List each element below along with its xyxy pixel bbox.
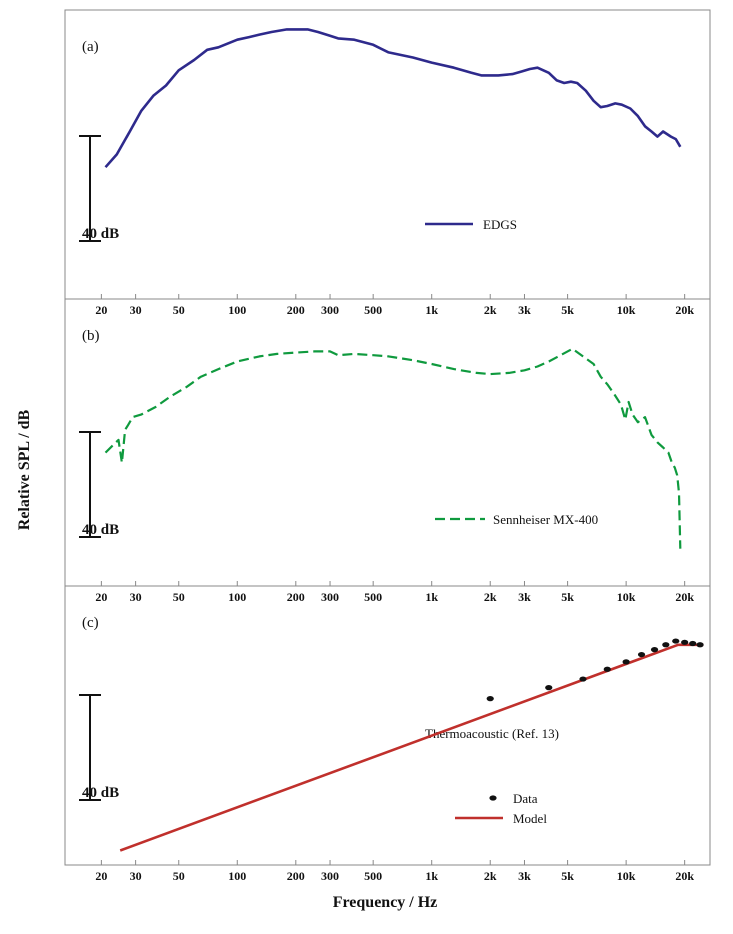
x-tick-label: 30 <box>130 869 142 883</box>
data-point <box>696 642 704 648</box>
legend-label: Data <box>513 791 538 806</box>
x-tick-label: 300 <box>321 869 339 883</box>
x-tick-label: 5k <box>561 590 574 604</box>
series-line <box>104 28 682 169</box>
data-point <box>486 696 494 702</box>
x-tick-label: 100 <box>228 590 246 604</box>
panel-frame <box>64 9 711 300</box>
x-tick-label: 20 <box>95 590 107 604</box>
x-tick-label: 2k <box>484 303 497 317</box>
x-tick-label: 100 <box>228 303 246 317</box>
x-tick-label: 20k <box>675 590 694 604</box>
x-tick-label: 300 <box>321 590 339 604</box>
series-line <box>104 347 682 549</box>
x-tick-label: 2k <box>484 869 497 883</box>
annotation-text: Thermoacoustic (Ref. 13) <box>425 726 559 741</box>
x-tick-label: 1k <box>425 590 438 604</box>
x-tick-label: 30 <box>130 590 142 604</box>
x-tick-label: 200 <box>287 303 305 317</box>
x-tick-label: 500 <box>364 590 382 604</box>
data-point <box>545 685 553 691</box>
scale-bar-label: 40 dB <box>82 226 119 242</box>
x-tick-label: 20k <box>675 869 694 883</box>
legend-label: EDGS <box>483 217 517 232</box>
y-axis-label: Relative SPL / dB <box>16 409 34 531</box>
x-tick-label: 300 <box>321 303 339 317</box>
x-tick-label: 200 <box>287 869 305 883</box>
x-tick-label: 5k <box>561 303 574 317</box>
data-point <box>681 639 689 645</box>
x-tick-label: 10k <box>617 303 636 317</box>
data-point <box>579 676 587 682</box>
legend-label: Sennheiser MX-400 <box>493 512 598 527</box>
x-tick-label: 30 <box>130 303 142 317</box>
data-point <box>637 651 646 658</box>
x-tick-label: 1k <box>425 303 438 317</box>
panel-frame <box>64 585 711 866</box>
legend-label: Model <box>513 811 547 826</box>
x-axis-label: Frequency / Hz <box>332 894 438 911</box>
data-point <box>662 642 670 648</box>
x-tick-label: 200 <box>287 590 305 604</box>
data-point <box>603 666 611 672</box>
scale-bar-label: 40 dB <box>82 785 119 801</box>
x-tick-label: 20k <box>675 303 694 317</box>
panel-label: (a) <box>82 39 99 55</box>
x-tick-label: 2k <box>484 590 497 604</box>
x-tick-label: 50 <box>173 590 185 604</box>
x-tick-label: 3k <box>518 303 531 317</box>
x-tick-label: 20 <box>95 303 107 317</box>
x-tick-label: 3k <box>518 869 531 883</box>
x-tick-label: 20 <box>95 869 107 883</box>
x-tick-label: 5k <box>561 869 574 883</box>
x-tick-label: 10k <box>617 590 636 604</box>
x-tick-label: 50 <box>173 869 185 883</box>
scale-bar-label: 40 dB <box>82 522 119 538</box>
panel-label: (b) <box>82 328 100 344</box>
data-point <box>689 640 697 647</box>
x-tick-label: 50 <box>173 303 185 317</box>
data-point <box>622 659 630 665</box>
x-tick-label: 1k <box>425 869 438 883</box>
x-tick-label: 500 <box>364 303 382 317</box>
x-tick-label: 500 <box>364 869 382 883</box>
panel-frame <box>64 298 711 587</box>
series-line <box>119 643 704 852</box>
x-tick-label: 10k <box>617 869 636 883</box>
x-tick-label: 100 <box>228 869 246 883</box>
data-point <box>672 638 680 644</box>
x-tick-label: 3k <box>518 590 531 604</box>
panel-label: (c) <box>82 615 99 631</box>
data-point <box>650 647 659 653</box>
legend-marker <box>489 795 497 801</box>
y-axis-label-container: Relative SPL / dB <box>10 300 40 640</box>
